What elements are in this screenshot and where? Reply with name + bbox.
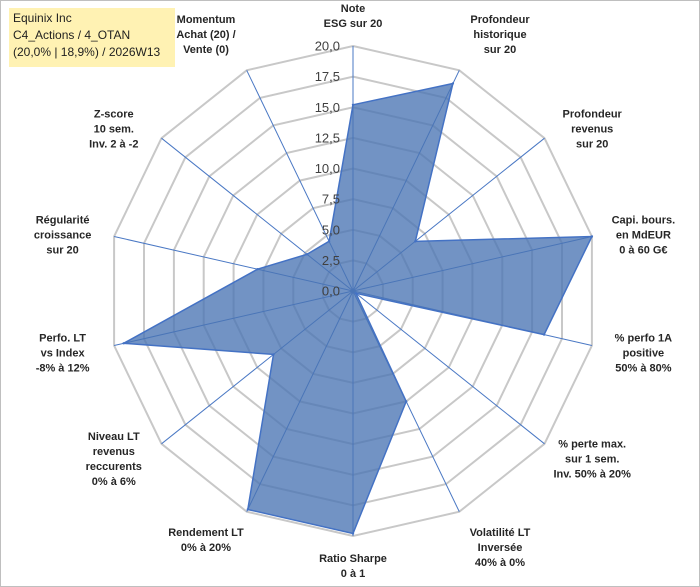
data-point-7 bbox=[351, 532, 355, 535]
tick-label-6: 15,0 bbox=[315, 100, 340, 115]
axis-spoke-5 bbox=[352, 290, 545, 445]
data-point-13 bbox=[327, 240, 331, 243]
axis-label-0: Note ESG sur 20 bbox=[324, 3, 383, 30]
tick-label-5: 12,5 bbox=[315, 130, 340, 145]
data-point-3 bbox=[590, 235, 594, 238]
tick-label-0: 0,0 bbox=[322, 284, 340, 299]
chart-title-box: Equinix Inc C4_Actions / 4_OTAN (20,0% |… bbox=[9, 8, 175, 67]
axis-label-1: Profondeur historique sur 20 bbox=[470, 14, 530, 56]
data-point-1 bbox=[451, 82, 455, 85]
data-point-0 bbox=[351, 103, 355, 107]
axis-label-7: Ratio Sharpe 0 à 1 bbox=[319, 553, 387, 580]
axis-label-13: Momentum Achat (20) / Vente (0) bbox=[176, 14, 235, 56]
axis-label-9: Niveau LT revenus reccurents 0% à 6% bbox=[86, 431, 142, 488]
data-point-8 bbox=[246, 508, 249, 511]
chart-title-line-1: Equinix Inc bbox=[13, 11, 72, 25]
data-point-5 bbox=[354, 292, 358, 295]
axis-label-6: Volatilité LT Inversée 40% à 0% bbox=[470, 527, 531, 569]
tick-label-3: 7,5 bbox=[322, 192, 340, 207]
data-point-4 bbox=[542, 333, 546, 336]
axis-label-12: Z-score 10 sem. Inv. 2 à -2 bbox=[89, 108, 138, 150]
chart-title-line-3: (20,0% | 18,9%) / 2026W13 bbox=[13, 45, 161, 59]
data-point-2 bbox=[414, 240, 417, 243]
tick-label-7: 17,5 bbox=[315, 69, 340, 84]
axis-label-10: Perfo. LT vs Index -8% à 12% bbox=[36, 333, 90, 375]
tick-label-4: 10,0 bbox=[315, 161, 340, 176]
chart-title-line-2: C4_Actions / 4_OTAN bbox=[13, 28, 131, 42]
axis-label-4: % perfo 1A positive 50% à 80% bbox=[615, 333, 673, 375]
tick-label-2: 5,0 bbox=[322, 222, 340, 237]
data-point-6 bbox=[405, 400, 408, 403]
data-point-11 bbox=[256, 268, 259, 271]
axis-label-8: Rendement LT 0% à 20% bbox=[168, 527, 244, 554]
axis-label-5: % perte max. sur 1 sem. Inv. 50% à 20% bbox=[553, 439, 631, 481]
axis-label-3: Capi. bours. en MdEUR 0 à 60 G€ bbox=[612, 215, 676, 257]
tick-label-1: 2,5 bbox=[322, 253, 340, 268]
tick-label-8: 20,0 bbox=[315, 39, 340, 54]
data-point-10 bbox=[122, 342, 125, 345]
data-point-9 bbox=[272, 353, 275, 356]
data-point-12 bbox=[305, 253, 309, 256]
axis-label-2: Profondeur revenus sur 20 bbox=[563, 108, 623, 150]
axis-label-11: Régularité croissance sur 20 bbox=[34, 215, 91, 257]
